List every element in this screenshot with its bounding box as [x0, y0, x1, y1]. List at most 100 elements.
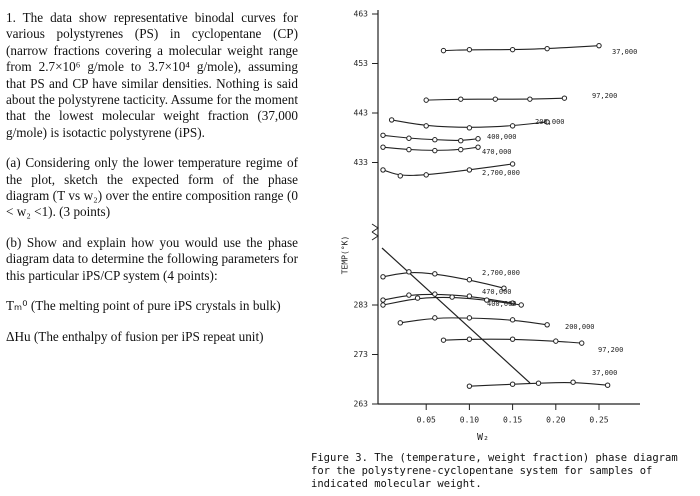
data-point: [458, 96, 464, 102]
data-point: [432, 147, 438, 154]
data-point: [449, 294, 455, 300]
y-tick-label: 463: [354, 10, 369, 19]
data-point: [509, 46, 516, 53]
data-point: [458, 146, 464, 153]
data-point: [432, 291, 438, 297]
curve-label: 470,000: [482, 148, 512, 156]
data-point: [509, 123, 516, 129]
binodal-curve: [443, 338, 582, 344]
x-axis-label: W₂: [477, 432, 489, 443]
data-point: [570, 379, 576, 385]
data-point: [475, 136, 481, 142]
data-point: [544, 322, 550, 328]
data-point: [432, 315, 438, 321]
data-point: [432, 137, 438, 143]
binodal-curve: [469, 382, 608, 387]
y-tick-label: 453: [354, 59, 369, 68]
curve-label: 37,000: [612, 48, 637, 56]
binodal-curve: [382, 293, 513, 304]
binodal-curve: [382, 296, 522, 306]
data-point: [466, 125, 473, 131]
data-point: [466, 167, 473, 173]
data-point: [466, 46, 473, 53]
data-point: [518, 302, 524, 308]
curve-label: 2,700,000: [482, 169, 520, 177]
data-point: [380, 274, 386, 280]
data-point: [596, 42, 602, 49]
data-point: [466, 336, 473, 342]
data-point: [509, 161, 516, 167]
data-point: [406, 146, 412, 153]
curve-label: 470,000: [482, 288, 512, 296]
binodal-curve: [426, 97, 565, 101]
data-point: [553, 338, 559, 344]
data-point: [397, 320, 403, 326]
binodal-curve: [382, 146, 479, 151]
x-tick-label: 0.10: [460, 416, 479, 425]
curve-label: 37,000: [592, 369, 617, 377]
data-point: [388, 117, 395, 123]
x-tick-label: 0.20: [546, 416, 565, 425]
x-tick-label: 0.05: [417, 416, 436, 425]
y-tick-label: 273: [354, 350, 369, 359]
curve-label: 200,000: [535, 118, 565, 126]
data-point: [466, 293, 473, 299]
y-tick-label: 283: [354, 301, 369, 310]
figure: TEMP(°K) W₂ 263 273 283 433 443 453 463 0.05 0.1…: [341, 10, 640, 443]
data-point: [380, 167, 386, 173]
data-point: [535, 380, 542, 386]
data-point: [423, 97, 429, 103]
part-a: (a) Considering only the lower temperatu…: [6, 155, 298, 220]
data-point: [406, 269, 412, 275]
data-point: [423, 123, 429, 129]
data-point: [604, 382, 611, 388]
data-point: [466, 383, 473, 389]
y-tick-label: 433: [354, 158, 369, 167]
y-axis-label: TEMP(°K): [341, 236, 350, 275]
data-point: [414, 295, 421, 301]
data-point: [509, 381, 516, 387]
data-point: [544, 119, 550, 125]
data-point: [440, 47, 447, 54]
y-tick-label: 263: [354, 400, 369, 409]
data-point: [423, 172, 429, 178]
data-point: [406, 292, 412, 298]
data-point: [380, 302, 386, 308]
data-point: [509, 317, 516, 323]
data-point: [561, 95, 568, 101]
axis-break: [371, 223, 379, 241]
data-point: [440, 337, 447, 343]
y-tick-label: 443: [354, 109, 369, 118]
data-point: [380, 132, 386, 138]
curve-label: 97,200: [592, 92, 617, 100]
data-point: [432, 271, 438, 277]
param: Tₘ⁰ (The melting point of pure iPS cryst…: [6, 298, 281, 314]
curve-label: 400,000: [487, 133, 517, 141]
data-point: [397, 173, 403, 179]
part-b: (b) Show and explain how you would use t…: [6, 234, 298, 283]
data-point: [466, 315, 473, 321]
question-text: 1. The data show representative binodal …: [6, 10, 298, 359]
data-point: [458, 138, 464, 144]
curve-label: 400,000: [487, 300, 517, 308]
intro: 1. The data show representative binodal …: [6, 10, 298, 140]
data-point: [380, 144, 386, 150]
binodal-curve: [382, 271, 505, 289]
param: ΔHu (The enthalpy of fusion per iPS repe…: [6, 328, 264, 344]
data-point: [380, 297, 386, 303]
caption: Figure 3. The (temperature, weight fract…: [311, 452, 678, 490]
binodal-curve: [382, 163, 513, 176]
data-point: [579, 340, 585, 346]
data-point: [544, 45, 550, 52]
data-point: [406, 135, 412, 141]
binodal-curve: [382, 134, 479, 141]
data-point: [466, 277, 473, 283]
binodal-curve: [400, 317, 548, 326]
data-point: [501, 285, 507, 291]
data-point: [509, 336, 516, 342]
x-tick-label: 0.15: [503, 416, 522, 425]
x-tick-label: 0.25: [589, 416, 608, 425]
data-point: [492, 96, 499, 102]
data-point: [527, 96, 533, 102]
